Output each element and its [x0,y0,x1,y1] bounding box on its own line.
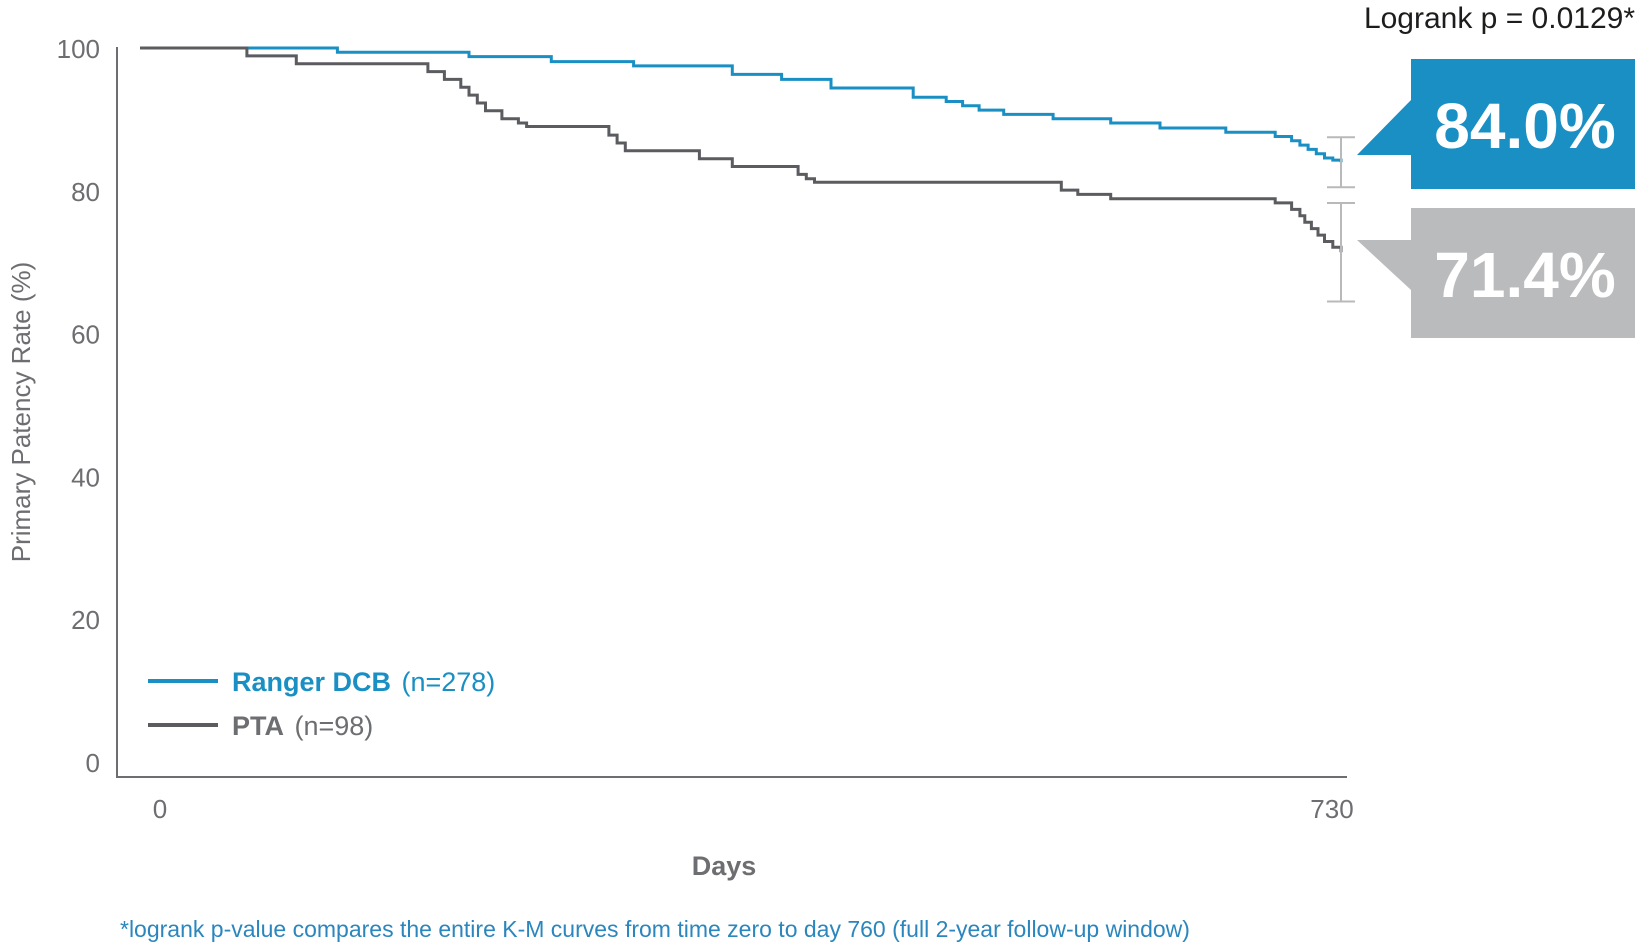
final-value-callouts: 84.0% 71.4% [1357,59,1635,338]
callout-value: 84.0% [1434,90,1615,162]
y-tick-label: 40 [71,462,100,492]
x-axis-title: Days [692,851,757,881]
legend-entry-ranger: Ranger DCB (n=278) [232,667,495,697]
logrank-pvalue: Logrank p = 0.0129* [1364,2,1635,35]
y-tick-label: 0 [86,748,100,778]
legend-n-ranger: (n=278) [401,667,495,697]
x-tick-label: 0 [153,794,167,824]
series-line-ranger [140,46,1343,163]
y-tick-label: 60 [71,320,100,350]
callout-value: 71.4% [1434,239,1615,311]
x-tick-label: 730 [1310,794,1353,824]
legend-label-ranger: Ranger DCB [232,667,391,697]
ci-bar-ranger [1327,136,1355,189]
confidence-interval-bars [1327,136,1355,303]
ci-bar-pta [1327,201,1355,303]
x-tick-labels: 0 730 [153,794,1354,824]
callout-ranger: 84.0% [1357,59,1635,189]
footnote: *logrank p-value compares the entire K-M… [120,916,1190,942]
callout-pta: 71.4% [1357,208,1635,338]
y-tick-label: 100 [57,34,100,64]
y-tick-label: 80 [71,177,100,207]
series-lines [140,46,1343,253]
y-tick-labels: 0 20 40 60 80 100 [57,34,100,778]
series-line-pta [140,46,1343,253]
legend-n-pta: (n=98) [294,711,373,741]
legend-entry-pta: PTA (n=98) [232,711,373,741]
legend-label-pta: PTA [232,711,284,741]
y-axis-title: Primary Patency Rate (%) [6,262,36,563]
legend: Ranger DCB (n=278) PTA (n=98) [148,667,495,741]
y-tick-label: 20 [71,605,100,635]
